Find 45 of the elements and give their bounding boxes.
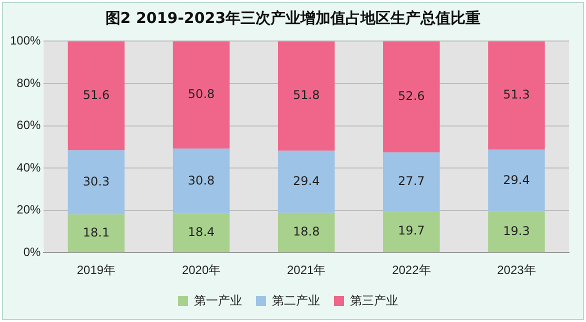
y-tick-label: 60% <box>16 118 42 132</box>
bar <box>383 210 440 252</box>
data-label: 51.8 <box>292 88 320 102</box>
data-label: 18.8 <box>292 224 320 239</box>
y-tick-label: 100% <box>10 34 42 48</box>
bar <box>488 41 545 150</box>
y-tick-label: 0% <box>23 244 42 259</box>
chart-title: 图2 2019-2023年三次产业增加值占地区生产总值比重 <box>104 9 482 28</box>
x-tick-label: 2023年 <box>497 263 536 278</box>
data-label: 18.1 <box>82 225 110 240</box>
bar <box>68 150 125 214</box>
bar <box>68 214 125 252</box>
bar <box>172 41 230 149</box>
data-label: 52.6 <box>398 88 425 103</box>
bar <box>278 150 335 213</box>
legend-label: 第二产业 <box>272 293 320 308</box>
bar <box>172 214 230 252</box>
y-tick-label: 40% <box>16 160 42 174</box>
data-label: 29.4 <box>292 174 320 188</box>
bar <box>68 41 125 150</box>
bar <box>278 41 335 151</box>
bar <box>488 150 545 212</box>
x-tick-label: 2021年 <box>286 263 326 278</box>
bar <box>488 212 545 252</box>
data-label: 51.6 <box>82 88 110 102</box>
x-tick-label: 2022年 <box>392 263 431 278</box>
y-tick-label: 20% <box>16 202 42 217</box>
x-tick-label: 2019年 <box>76 263 116 278</box>
y-tick-label: 80% <box>16 76 42 90</box>
bar <box>172 148 230 214</box>
data-label: 19.3 <box>503 224 530 238</box>
legend-label: 第一产业 <box>194 293 242 308</box>
bar <box>278 212 335 252</box>
data-label: 51.3 <box>503 88 530 102</box>
data-label: 29.4 <box>503 172 530 187</box>
data-label: 27.7 <box>398 174 425 188</box>
legend-label: 第三产业 <box>350 293 398 308</box>
data-label: 50.8 <box>188 87 215 102</box>
bar <box>383 41 440 152</box>
data-label: 30.8 <box>188 173 215 188</box>
x-tick-label: 2020年 <box>182 263 221 278</box>
data-label: 30.3 <box>82 174 110 188</box>
bar <box>383 152 440 211</box>
data-label: 19.7 <box>398 224 425 238</box>
data-label: 18.4 <box>188 225 215 240</box>
